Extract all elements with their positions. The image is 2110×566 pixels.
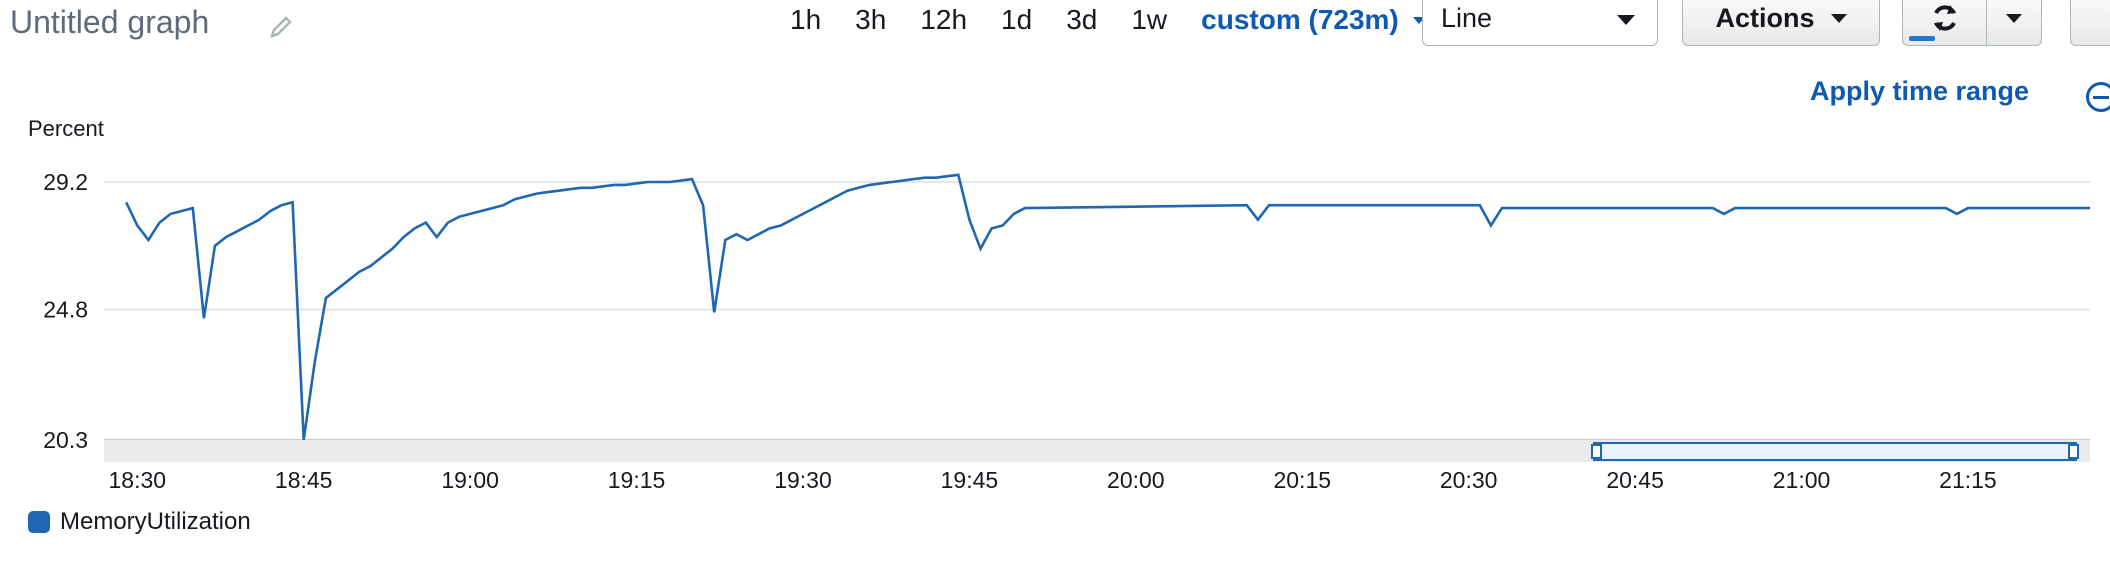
x-tick-label: 20:30 (1440, 467, 1498, 493)
x-tick-label: 20:45 (1606, 467, 1664, 493)
x-tick-label: 20:00 (1107, 467, 1165, 493)
help-button[interactable] (2070, 0, 2110, 46)
time-navigator-window[interactable] (1593, 442, 2077, 461)
x-tick-label: 18:45 (275, 467, 333, 493)
legend-swatch (28, 511, 50, 533)
chevron-down-icon (1617, 15, 1635, 25)
range-3d[interactable]: 3d (1066, 4, 1098, 35)
range-3h[interactable]: 3h (855, 4, 887, 35)
legend-item[interactable]: MemoryUtilization (28, 508, 251, 536)
x-tick-label: 19:30 (774, 467, 832, 493)
pencil-icon[interactable] (266, 12, 296, 42)
chevron-down-icon (1830, 13, 1847, 23)
x-tick-label: 19:00 (441, 467, 499, 493)
range-1d[interactable]: 1d (1001, 4, 1033, 35)
x-tick-label: 19:15 (608, 467, 666, 493)
chevron-down-icon (2006, 13, 2022, 23)
legend-label: MemoryUtilization (60, 508, 251, 535)
zoom-out-icon[interactable] (2086, 82, 2110, 112)
x-tick-label: 21:00 (1773, 467, 1831, 493)
range-12h[interactable]: 12h (920, 4, 968, 35)
x-tick-label: 21:15 (1939, 467, 1997, 493)
chart-type-select[interactable]: Line (1422, 0, 1658, 46)
x-tick-label: 19:45 (941, 467, 999, 493)
y-tick-label: 24.8 (43, 297, 88, 323)
apply-time-range-link[interactable]: Apply time range (1810, 76, 2030, 106)
range-1w[interactable]: 1w (1131, 4, 1168, 35)
line-chart: 29.2 24.8 20.3 18:30 18:45 19:00 19:15 19:30 19… (43, 169, 2090, 493)
chart-type-value: Line (1441, 2, 1493, 33)
x-tick-label: 18:30 (109, 467, 167, 493)
series-line-memoryutilization (125, 173, 2090, 441)
custom-range-label: custom (723m) (1201, 4, 1399, 35)
navigator-handle-right[interactable] (2068, 444, 2079, 459)
range-1h[interactable]: 1h (790, 4, 822, 35)
chevron-down-icon (1412, 16, 1425, 24)
actions-button[interactable]: Actions (1682, 0, 1880, 46)
y-axis-label: Percent (28, 116, 104, 141)
custom-range-dropdown[interactable]: custom (723m) (1201, 4, 1425, 36)
y-tick-label: 20.3 (43, 427, 88, 453)
x-tick-label: 20:15 (1273, 467, 1331, 493)
y-tick-label: 29.2 (43, 169, 88, 195)
refresh-button[interactable] (1902, 0, 1986, 46)
actions-label: Actions (1715, 2, 1815, 33)
refresh-options-dropdown[interactable] (1986, 0, 2042, 46)
time-range-selector: 1h 3h 12h 1d 3d 1w custom (723m) (790, 0, 1425, 40)
refresh-progress-bar (1909, 36, 1935, 41)
refresh-icon (1933, 5, 1956, 31)
graph-title: Untitled graph (10, 4, 210, 40)
navigator-handle-left[interactable] (1591, 444, 1602, 459)
